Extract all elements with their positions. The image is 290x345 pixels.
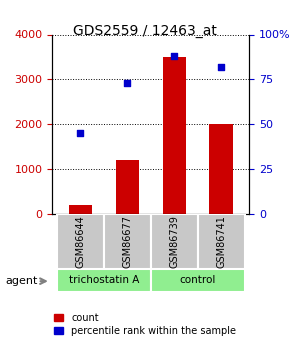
Bar: [162, 57, 186, 214]
Text: GDS2559 / 12463_at: GDS2559 / 12463_at: [73, 24, 217, 38]
FancyBboxPatch shape: [151, 214, 198, 269]
Text: control: control: [180, 275, 216, 285]
Bar: [116, 160, 139, 214]
Point: [219, 64, 224, 70]
FancyBboxPatch shape: [198, 214, 245, 269]
Text: trichostatin A: trichostatin A: [69, 275, 139, 285]
Text: GSM86677: GSM86677: [122, 215, 132, 268]
Bar: [209, 124, 233, 214]
FancyBboxPatch shape: [151, 269, 245, 292]
Bar: [69, 205, 92, 214]
Legend: count, percentile rank within the sample: count, percentile rank within the sample: [54, 313, 236, 336]
Text: GSM86739: GSM86739: [169, 215, 179, 268]
Text: GSM86741: GSM86741: [216, 215, 226, 268]
Point: [78, 130, 83, 136]
FancyBboxPatch shape: [57, 269, 151, 292]
Text: GSM86644: GSM86644: [75, 215, 85, 268]
Point: [172, 53, 177, 59]
FancyBboxPatch shape: [57, 214, 104, 269]
Text: agent: agent: [6, 276, 38, 286]
FancyBboxPatch shape: [104, 214, 151, 269]
Point: [125, 80, 130, 86]
